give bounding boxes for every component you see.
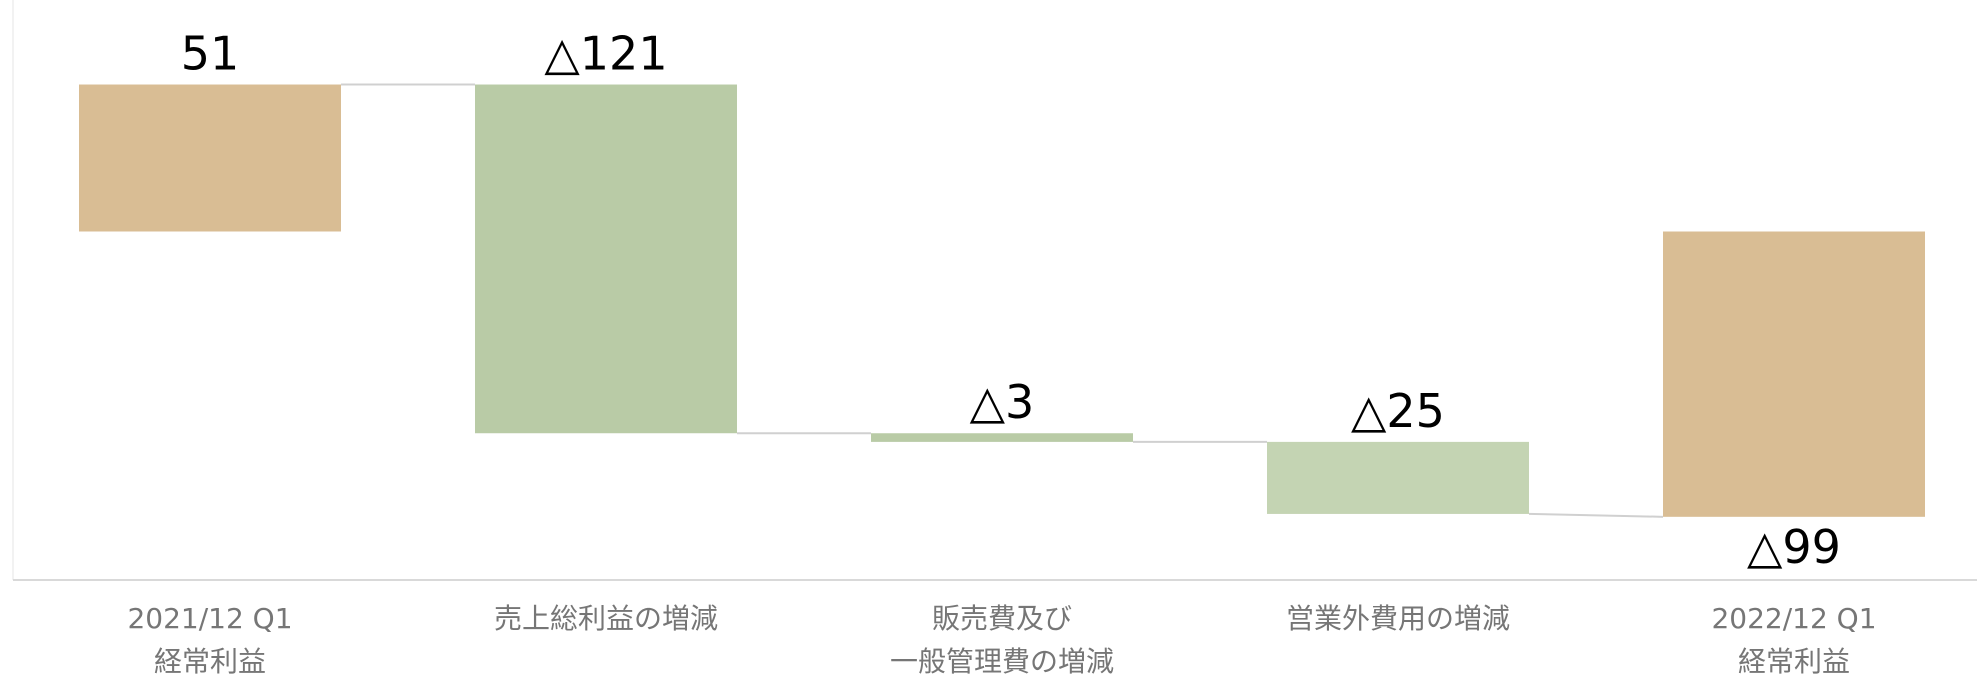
bar-3 [1267, 441, 1529, 514]
bar-1 [475, 84, 737, 434]
bar-0 [79, 84, 341, 232]
value-labels: 51 △121 △3 △25 △99 [181, 27, 1841, 574]
value-label-1: △121 [544, 27, 667, 81]
connector-lines [341, 83, 1664, 518]
category-label-3-0: 営業外費用の増減 [1286, 602, 1510, 635]
value-label-3: △25 [1351, 384, 1445, 438]
category-label-4-0: 2022/12 Q1 [1711, 602, 1876, 635]
bar-2 [871, 433, 1133, 442]
category-label-0-1: 経常利益 [154, 645, 266, 675]
bar-4 [1663, 231, 1925, 517]
connector-3 [1528, 512, 1664, 518]
bars [79, 84, 1925, 517]
value-label-0: 51 [181, 27, 240, 81]
category-label-4-1: 経常利益 [1738, 645, 1850, 675]
category-label-1-0: 売上総利益の増減 [494, 602, 718, 635]
value-label-4: △99 [1747, 520, 1841, 574]
category-label-2-1: 一般管理費の増減 [890, 645, 1114, 675]
category-label-0-0: 2021/12 Q1 [127, 602, 292, 635]
value-label-2: △3 [970, 375, 1035, 429]
category-label-2-0: 販売費及び [932, 602, 1072, 635]
